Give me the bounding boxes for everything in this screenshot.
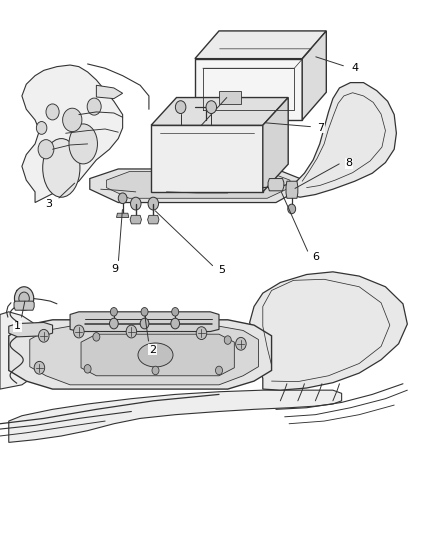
Text: 6: 6 [312, 252, 319, 262]
Text: 8: 8 [346, 158, 353, 168]
Circle shape [148, 197, 159, 210]
Circle shape [131, 197, 141, 210]
Polygon shape [30, 326, 258, 385]
Circle shape [118, 193, 127, 204]
Text: 7: 7 [317, 123, 324, 133]
Polygon shape [106, 172, 290, 198]
Polygon shape [148, 215, 159, 224]
Polygon shape [286, 181, 298, 198]
Polygon shape [70, 312, 219, 332]
Circle shape [110, 308, 117, 316]
Polygon shape [151, 125, 263, 192]
Circle shape [74, 325, 84, 338]
Polygon shape [9, 322, 53, 337]
Polygon shape [81, 334, 234, 376]
Polygon shape [117, 213, 129, 217]
Circle shape [34, 361, 45, 374]
Polygon shape [219, 91, 241, 104]
Circle shape [206, 101, 216, 114]
Circle shape [84, 365, 91, 373]
Circle shape [46, 104, 59, 120]
Circle shape [39, 329, 49, 342]
Circle shape [171, 318, 180, 329]
Polygon shape [0, 312, 44, 389]
Polygon shape [14, 301, 34, 310]
Text: 4: 4 [351, 63, 358, 73]
Circle shape [224, 336, 231, 344]
Circle shape [140, 318, 149, 329]
Text: 1: 1 [14, 321, 21, 331]
Circle shape [215, 366, 223, 375]
Circle shape [110, 318, 118, 329]
Polygon shape [302, 31, 326, 120]
Polygon shape [151, 98, 288, 125]
Text: 2: 2 [149, 345, 156, 354]
Circle shape [63, 108, 82, 132]
Polygon shape [195, 59, 302, 120]
Circle shape [38, 140, 54, 159]
Circle shape [172, 308, 179, 316]
Circle shape [87, 98, 101, 115]
Circle shape [175, 101, 186, 114]
Text: 3: 3 [46, 199, 53, 208]
Circle shape [93, 333, 100, 341]
Polygon shape [195, 31, 326, 59]
Polygon shape [263, 98, 288, 192]
Polygon shape [90, 169, 300, 203]
Text: 9: 9 [112, 264, 119, 273]
Polygon shape [22, 65, 123, 203]
Polygon shape [268, 179, 284, 191]
Text: 5: 5 [218, 265, 225, 275]
Polygon shape [9, 320, 272, 389]
Polygon shape [291, 83, 396, 197]
Circle shape [36, 122, 47, 134]
Polygon shape [250, 272, 407, 390]
Circle shape [14, 287, 34, 310]
Circle shape [236, 337, 246, 350]
Circle shape [152, 366, 159, 375]
Circle shape [141, 308, 148, 316]
Polygon shape [130, 215, 141, 224]
Ellipse shape [69, 124, 97, 164]
Circle shape [126, 325, 137, 338]
Polygon shape [96, 85, 123, 99]
Ellipse shape [138, 343, 173, 367]
Circle shape [19, 292, 29, 305]
Circle shape [288, 204, 296, 214]
Circle shape [196, 327, 207, 340]
Polygon shape [9, 390, 342, 442]
Ellipse shape [43, 139, 80, 197]
